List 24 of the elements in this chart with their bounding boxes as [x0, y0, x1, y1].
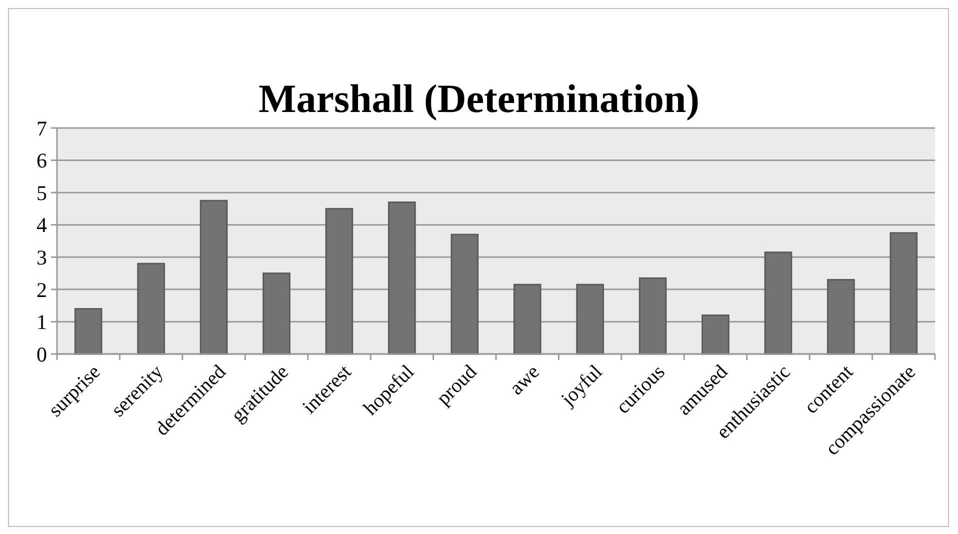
- bar: [388, 202, 416, 355]
- bar: [764, 252, 792, 355]
- y-tick-label: 4: [36, 213, 48, 238]
- y-tick-label: 0: [36, 342, 47, 366]
- bar: [262, 272, 290, 355]
- y-tick-label: 5: [36, 180, 47, 205]
- y-tick-label: 2: [36, 278, 47, 302]
- bar: [74, 308, 102, 355]
- bar: [513, 284, 542, 355]
- bar: [200, 200, 228, 355]
- bar: [137, 262, 165, 355]
- x-tick-label: awe: [506, 360, 544, 400]
- bar: [890, 232, 918, 355]
- bar: [827, 278, 855, 355]
- y-tick-label: 6: [36, 148, 47, 173]
- y-tick-label: 3: [36, 245, 47, 270]
- chart-title: Marshall (Determination): [258, 76, 700, 121]
- bar: [702, 314, 730, 355]
- bar: [638, 277, 667, 355]
- bar: [576, 284, 604, 355]
- y-tick-label: 1: [36, 310, 47, 334]
- y-tick-label: 7: [36, 116, 47, 140]
- bar: [450, 234, 479, 355]
- bar: [325, 208, 354, 355]
